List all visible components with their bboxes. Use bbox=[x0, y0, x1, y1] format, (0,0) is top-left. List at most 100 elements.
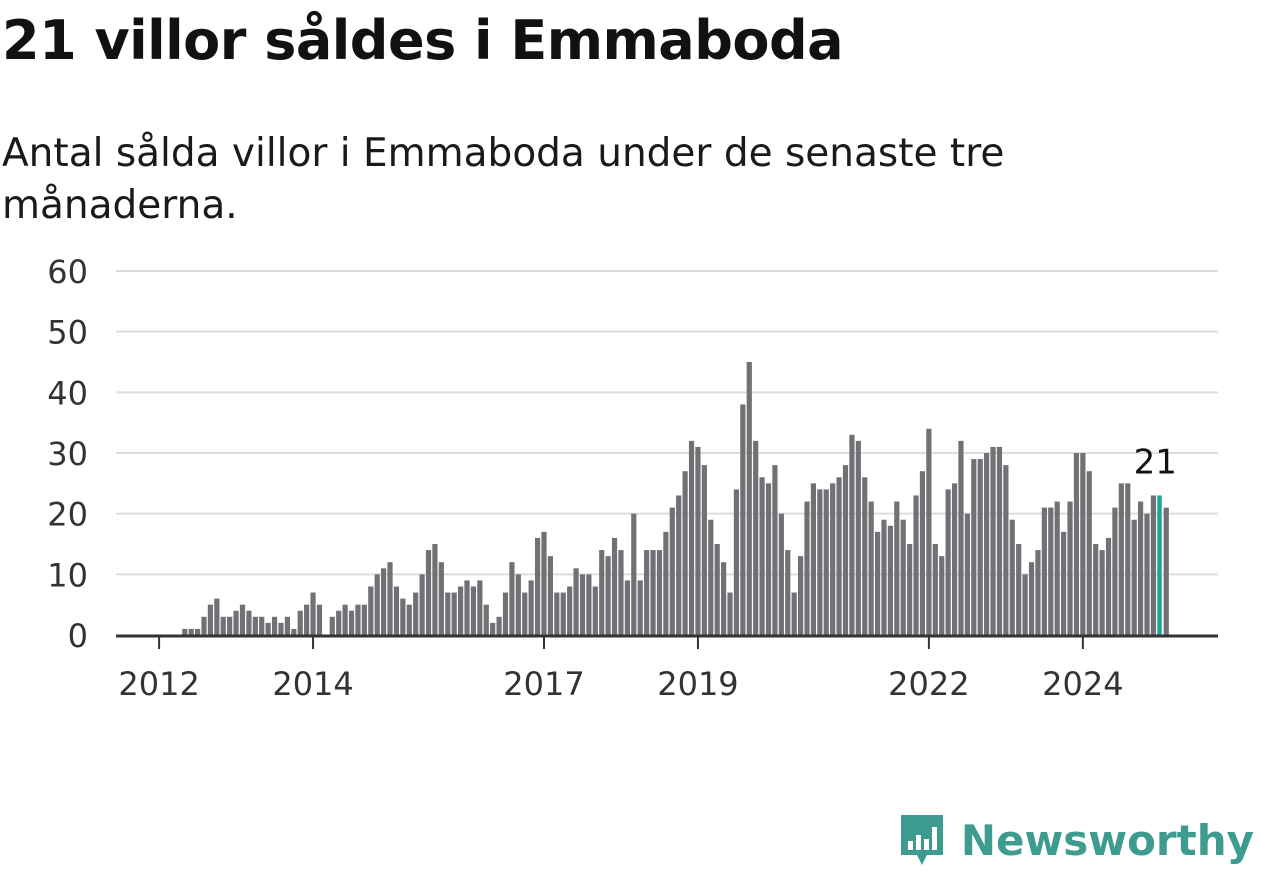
bar bbox=[849, 434, 855, 635]
x-tick-label: 2014 bbox=[272, 665, 353, 703]
bar bbox=[945, 489, 951, 635]
bar bbox=[567, 586, 573, 635]
bar bbox=[502, 592, 509, 635]
bar bbox=[984, 453, 990, 635]
bar bbox=[964, 513, 970, 635]
x-tick-label: 2017 bbox=[503, 665, 584, 703]
bar bbox=[740, 404, 746, 635]
bar bbox=[182, 628, 188, 635]
bar bbox=[1144, 513, 1150, 635]
bar bbox=[631, 513, 637, 635]
bar bbox=[1093, 544, 1099, 635]
bar bbox=[836, 477, 842, 635]
bar bbox=[1163, 507, 1169, 635]
bar bbox=[791, 592, 797, 635]
x-tick-label: 2012 bbox=[118, 665, 199, 703]
bar bbox=[1131, 519, 1137, 635]
bar bbox=[336, 610, 342, 635]
bar bbox=[284, 616, 290, 635]
bar bbox=[207, 604, 214, 635]
bar bbox=[560, 592, 566, 635]
bar bbox=[265, 622, 271, 635]
bar bbox=[316, 604, 323, 635]
bar bbox=[1157, 495, 1162, 635]
bar bbox=[534, 537, 541, 635]
bar bbox=[252, 616, 258, 635]
bar bbox=[765, 483, 772, 635]
bar bbox=[759, 477, 765, 635]
bar bbox=[1035, 550, 1041, 635]
bar bbox=[496, 616, 502, 635]
bars bbox=[182, 362, 1169, 635]
bar bbox=[907, 544, 913, 635]
bar bbox=[656, 550, 663, 635]
bar bbox=[361, 604, 367, 635]
bar bbox=[432, 544, 438, 635]
bar bbox=[708, 519, 714, 635]
bar bbox=[1112, 507, 1118, 635]
bar bbox=[194, 628, 201, 635]
bar bbox=[374, 574, 380, 635]
y-tick-label: 0 bbox=[68, 617, 88, 655]
bar bbox=[419, 574, 425, 635]
bar bbox=[541, 531, 547, 635]
bar bbox=[304, 604, 310, 635]
bar bbox=[451, 592, 457, 635]
bar bbox=[522, 592, 528, 635]
bar bbox=[393, 586, 400, 635]
annotations: 21 bbox=[1134, 442, 1177, 482]
bar bbox=[438, 562, 444, 635]
bar bbox=[387, 562, 393, 635]
bar bbox=[727, 592, 733, 635]
bar bbox=[611, 537, 618, 635]
bar bbox=[445, 592, 451, 635]
bar bbox=[733, 489, 740, 635]
bar bbox=[554, 592, 560, 635]
bar bbox=[406, 604, 412, 635]
bar bbox=[894, 501, 900, 635]
bar bbox=[1016, 544, 1022, 635]
y-tick-label: 50 bbox=[47, 314, 88, 352]
bar bbox=[1105, 537, 1112, 635]
bar bbox=[464, 580, 470, 635]
y-tick-label: 30 bbox=[47, 435, 88, 473]
bar bbox=[919, 471, 926, 635]
bar bbox=[220, 616, 226, 635]
bar bbox=[695, 446, 701, 635]
bar bbox=[669, 507, 675, 635]
bar bbox=[1073, 453, 1080, 635]
y-axis: 0 10 20 30 40 50 60 bbox=[47, 253, 88, 655]
bar bbox=[817, 489, 823, 635]
bar bbox=[887, 525, 893, 635]
bar bbox=[772, 465, 778, 635]
bar bbox=[605, 556, 611, 635]
bar bbox=[663, 531, 669, 635]
x-tick-label: 2024 bbox=[1042, 665, 1123, 703]
bar bbox=[823, 489, 829, 635]
bar bbox=[855, 440, 861, 635]
bar bbox=[547, 556, 554, 635]
bar bbox=[599, 550, 605, 635]
bar bbox=[804, 501, 810, 635]
bar bbox=[637, 580, 643, 635]
bar bbox=[297, 610, 303, 635]
bar bbox=[271, 616, 278, 635]
bar bbox=[483, 604, 489, 635]
bar bbox=[842, 465, 849, 635]
y-tick-label: 60 bbox=[47, 253, 88, 291]
bar bbox=[214, 598, 220, 635]
bar bbox=[233, 610, 239, 635]
bar bbox=[246, 610, 252, 635]
bar bbox=[490, 622, 496, 635]
bar bbox=[1086, 471, 1092, 635]
bar bbox=[342, 604, 348, 635]
bar bbox=[381, 568, 387, 635]
bar bbox=[1054, 501, 1060, 635]
bar bbox=[778, 513, 784, 635]
bar bbox=[714, 544, 720, 635]
bar bbox=[1028, 562, 1035, 635]
bar bbox=[278, 622, 284, 635]
y-tick-label: 20 bbox=[47, 496, 88, 534]
bar bbox=[977, 459, 983, 635]
bar-chart: 0 10 20 30 40 50 60 2012 2014 2017 2019 2022 2024 2… bbox=[47, 253, 1218, 703]
